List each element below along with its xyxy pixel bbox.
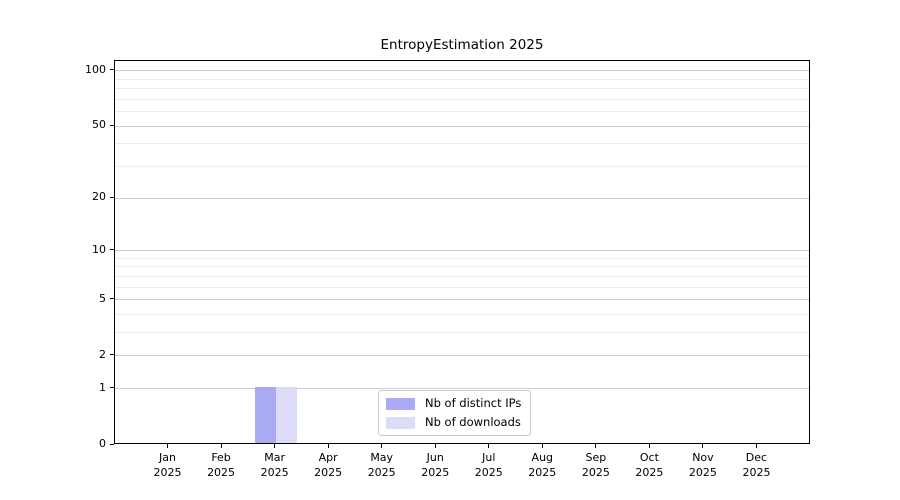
x-tick xyxy=(755,444,757,448)
plot-area xyxy=(114,60,810,444)
legend-item-distinct-ips: Nb of distinct IPs xyxy=(386,396,521,411)
x-tick xyxy=(648,444,650,448)
y-gridline xyxy=(115,125,809,127)
y-gridline-minor xyxy=(115,143,809,145)
y-tick-label: 1 xyxy=(99,380,106,394)
y-tick xyxy=(110,354,114,356)
legend-label-distinct-ips: Nb of distinct IPs xyxy=(425,396,522,410)
bar-distinct-ips xyxy=(254,386,276,443)
y-gridline-minor xyxy=(115,88,809,90)
y-gridline-minor xyxy=(115,111,809,113)
x-tick xyxy=(274,444,276,448)
legend-swatch-downloads xyxy=(386,416,415,429)
x-tick-label: Sep 2025 xyxy=(581,451,610,479)
y-tick xyxy=(110,387,114,389)
y-gridline-minor xyxy=(115,275,809,277)
y-gridline xyxy=(115,355,809,357)
x-tick-label: Feb 2025 xyxy=(207,451,236,479)
y-tick xyxy=(110,298,114,300)
x-tick xyxy=(541,444,543,448)
x-tick-label: Jul 2025 xyxy=(474,451,503,479)
x-tick-label: Dec 2025 xyxy=(742,451,771,479)
y-tick-label: 100 xyxy=(85,62,106,76)
x-tick-label: Mar 2025 xyxy=(260,451,289,479)
legend: Nb of distinct IPs Nb of downloads xyxy=(378,390,532,436)
x-tick xyxy=(434,444,436,448)
y-tick xyxy=(110,249,114,251)
x-tick-label: May 2025 xyxy=(367,451,396,479)
y-gridline-minor xyxy=(115,78,809,80)
y-gridline-minor xyxy=(115,286,809,288)
y-gridline-minor xyxy=(115,98,809,100)
y-gridline-minor xyxy=(115,266,809,268)
y-gridline xyxy=(115,250,809,252)
y-gridline xyxy=(115,388,809,390)
x-tick-label: Oct 2025 xyxy=(635,451,664,479)
y-gridline xyxy=(115,299,809,301)
y-tick-label: 10 xyxy=(92,242,106,256)
y-gridline-minor xyxy=(115,166,809,168)
x-tick xyxy=(488,444,490,448)
y-gridline xyxy=(115,197,809,199)
y-tick-label: 2 xyxy=(99,347,106,361)
y-tick-label: 50 xyxy=(92,118,106,132)
legend-swatch-distinct-ips xyxy=(386,397,415,410)
x-tick xyxy=(381,444,383,448)
y-gridline xyxy=(115,70,809,72)
y-gridline-minor xyxy=(115,314,809,315)
y-tick-label: 20 xyxy=(92,190,106,204)
y-tick xyxy=(110,124,114,126)
x-tick-label: Apr 2025 xyxy=(314,451,343,479)
y-tick xyxy=(110,69,114,71)
legend-label-downloads: Nb of downloads xyxy=(425,415,521,429)
x-tick xyxy=(327,444,329,448)
x-tick xyxy=(702,444,704,448)
y-tick xyxy=(110,196,114,198)
y-tick-label: 5 xyxy=(99,291,106,305)
y-gridline-minor xyxy=(115,332,809,334)
x-tick xyxy=(220,444,222,448)
x-tick xyxy=(595,444,597,448)
x-tick xyxy=(167,444,169,448)
x-tick-label: Aug 2025 xyxy=(528,451,557,479)
bar-downloads xyxy=(275,386,297,443)
x-tick-label: Nov 2025 xyxy=(688,451,717,479)
chart-title: EntropyEstimation 2025 xyxy=(380,37,544,53)
x-tick-label: Jan 2025 xyxy=(153,451,182,479)
y-tick xyxy=(110,443,114,445)
y-tick-label: 0 xyxy=(99,437,106,450)
y-gridline-minor xyxy=(115,257,809,259)
legend-item-downloads: Nb of downloads xyxy=(386,415,521,430)
x-tick-label: Jun 2025 xyxy=(421,451,450,479)
